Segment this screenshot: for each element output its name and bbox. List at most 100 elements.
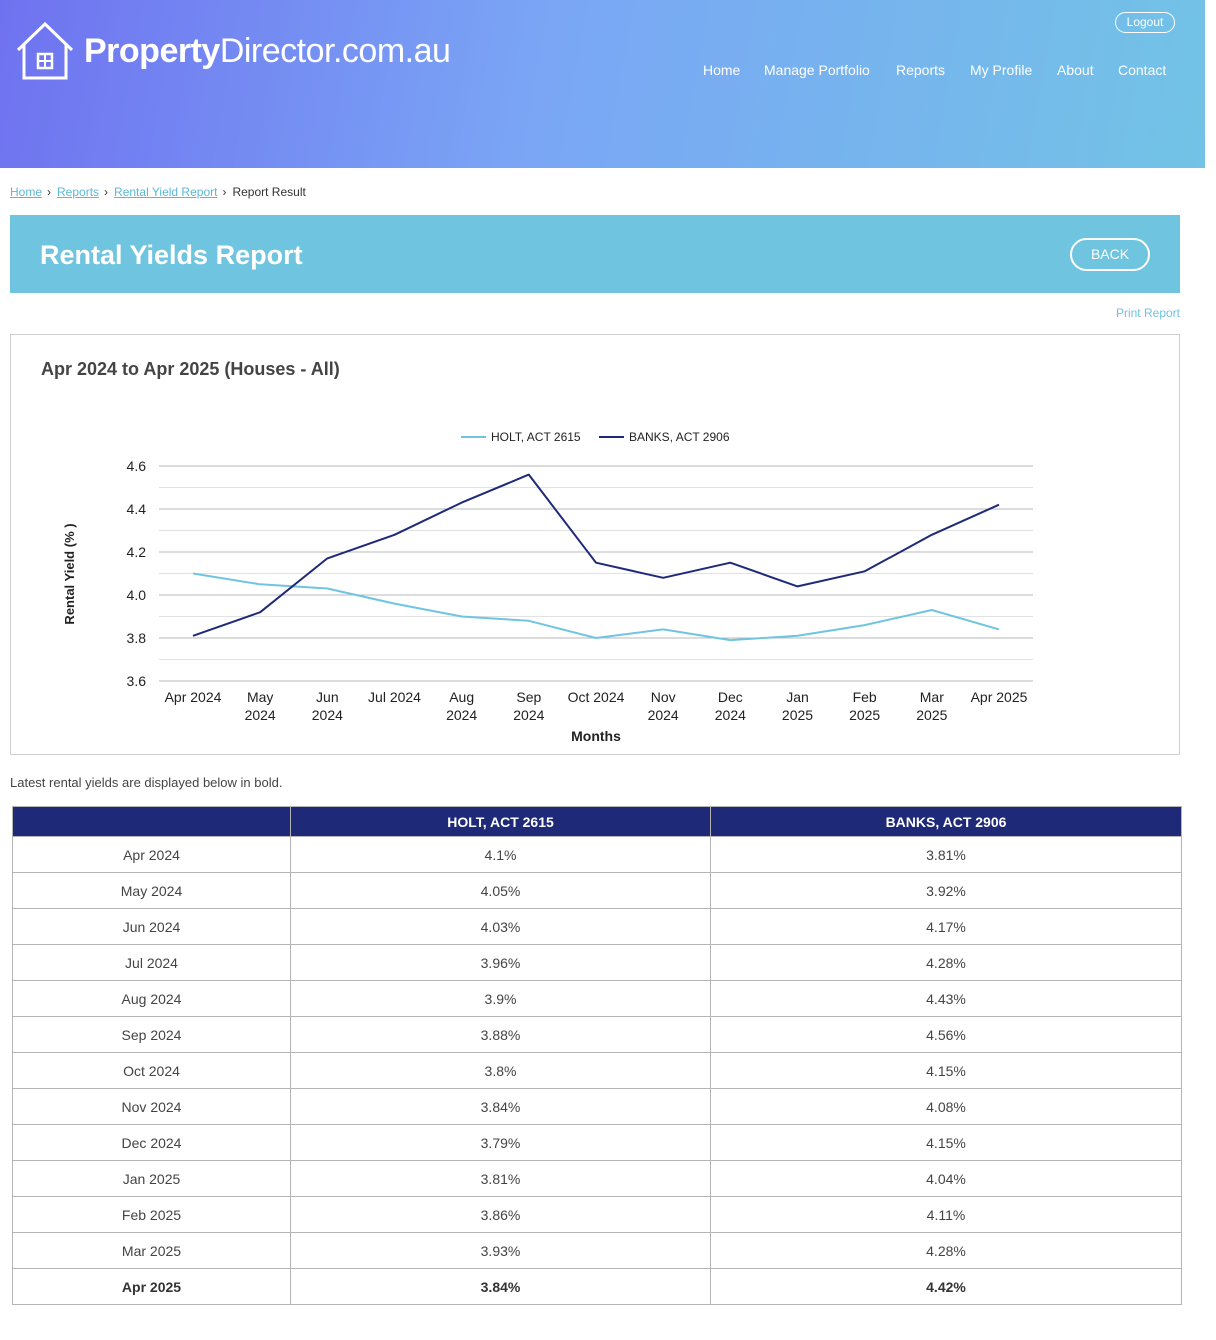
table-cell-month: Jan 2025 (12, 1160, 291, 1197)
table-row: Feb 2025 3.86% 4.11% (12, 1196, 1182, 1233)
site-header: PropertyDirector.com.au Logout Home Mana… (0, 0, 1205, 168)
chevron-right-icon: › (47, 185, 52, 199)
brand-name: PropertyDirector.com.au (84, 31, 451, 71)
table-cell-holt: 4.1% (290, 836, 711, 873)
rental-yield-chart: 3.6 3.8 4.0 4.2 4.4 4.6 Apr 2024 May 2024 Jun 2024… (62, 430, 1033, 744)
breadcrumb: Home › Reports › Rental Yield Report › R… (10, 185, 306, 199)
table-cell-banks: 4.08% (710, 1088, 1182, 1125)
table-cell-holt: 4.05% (290, 872, 711, 909)
table-cell-month: Aug 2024 (12, 980, 291, 1017)
table-cell-banks: 4.28% (710, 1232, 1182, 1269)
table-cell-banks: 4.17% (710, 908, 1182, 945)
table-row: Jan 2025 3.81% 4.04% (12, 1160, 1182, 1197)
table-cell-holt: 3.86% (290, 1196, 711, 1233)
y-tick-label: 3.8 (127, 630, 147, 646)
table-cell-holt: 3.79% (290, 1124, 711, 1161)
table-row: Jul 2024 3.96% 4.28% (12, 944, 1182, 981)
table-cell-month: May 2024 (12, 872, 291, 909)
x-tick-label: Sep 2024 (513, 689, 544, 723)
chevron-right-icon: › (104, 185, 109, 199)
y-tick-label: 4.4 (127, 501, 147, 517)
table-header-holt: HOLT, ACT 2615 (290, 806, 711, 837)
table-cell-month: Dec 2024 (12, 1124, 291, 1161)
nav-home[interactable]: Home (703, 62, 741, 78)
y-axis-title: Rental Yield (% ) (62, 523, 77, 624)
table-cell-month: Feb 2025 (12, 1196, 291, 1233)
table-row: Sep 2024 3.88% 4.56% (12, 1016, 1182, 1053)
nav-manage-portfolio[interactable]: Manage Portfolio (764, 62, 870, 78)
table-row: Apr 2025 3.84% 4.42% (12, 1268, 1182, 1305)
table-cell-banks: 3.92% (710, 872, 1182, 909)
table-cell-month: Apr 2024 (12, 836, 291, 873)
table-cell-banks: 4.28% (710, 944, 1182, 981)
legend-label: HOLT, ACT 2615 (491, 430, 581, 444)
table-row: Oct 2024 3.8% 4.15% (12, 1052, 1182, 1089)
brand-name-rest: Director.com.au (219, 31, 451, 70)
x-tick-label: Apr 2025 (971, 689, 1028, 705)
table-cell-banks: 4.56% (710, 1016, 1182, 1053)
x-tick-label: Aug 2024 (446, 689, 477, 723)
table-cell-month: Jul 2024 (12, 944, 291, 981)
table-cell-banks: 4.15% (710, 1124, 1182, 1161)
table-cell-month: Jun 2024 (12, 908, 291, 945)
table-cell-month: Mar 2025 (12, 1232, 291, 1269)
x-tick-label: Mar 2025 (916, 689, 947, 723)
table-cell-holt: 3.88% (290, 1016, 711, 1053)
x-axis-title: Months (571, 728, 621, 744)
y-tick-label: 3.6 (127, 673, 147, 689)
table-cell-banks: 4.04% (710, 1160, 1182, 1197)
breadcrumb-home[interactable]: Home (10, 185, 43, 199)
nav-contact[interactable]: Contact (1118, 62, 1167, 78)
x-tick-label: Apr 2024 (165, 689, 222, 705)
y-tick-label: 4.6 (127, 458, 147, 474)
table-cell-holt: 3.84% (290, 1088, 711, 1125)
rental-yields-table: HOLT, ACT 2615 BANKS, ACT 2906 Apr 2024 4… (12, 806, 1182, 1305)
table-cell-holt: 3.81% (290, 1160, 711, 1197)
table-row: Jun 2024 4.03% 4.17% (12, 908, 1182, 945)
report-title-bar: Rental Yields Report BACK (10, 215, 1180, 293)
table-cell-holt: 3.96% (290, 944, 711, 981)
chevron-right-icon: › (222, 185, 227, 199)
nav-about[interactable]: About (1057, 62, 1094, 78)
x-tick-label: May 2024 (245, 689, 276, 723)
table-note: Latest rental yields are displayed below… (10, 775, 283, 790)
main-nav: Home Manage Portfolio Reports My Profile… (0, 62, 1205, 82)
breadcrumb-rental-yield-report[interactable]: Rental Yield Report (114, 185, 218, 199)
table-cell-holt: 3.8% (290, 1052, 711, 1089)
table-row: Dec 2024 3.79% 4.15% (12, 1124, 1182, 1161)
table-row: Mar 2025 3.93% 4.28% (12, 1232, 1182, 1269)
table-row: May 2024 4.05% 3.92% (12, 872, 1182, 909)
table-cell-holt: 3.84% (290, 1268, 711, 1305)
back-button[interactable]: BACK (1070, 238, 1150, 271)
x-tick-label: Dec 2024 (715, 689, 746, 723)
chart-heading: Apr 2024 to Apr 2025 (Houses - All) (41, 359, 340, 379)
table-cell-banks: 4.11% (710, 1196, 1182, 1233)
table-cell-holt: 4.03% (290, 908, 711, 945)
nav-reports[interactable]: Reports (896, 62, 946, 78)
logout-button[interactable]: Logout (1115, 12, 1175, 33)
table-cell-banks: 3.81% (710, 836, 1182, 873)
table-row: Aug 2024 3.9% 4.43% (12, 980, 1182, 1017)
table-header-month (12, 806, 291, 837)
table-cell-banks: 4.15% (710, 1052, 1182, 1089)
page-title: Rental Yields Report (40, 240, 303, 270)
nav-my-profile[interactable]: My Profile (970, 62, 1033, 78)
x-tick-label: Jan 2025 (782, 689, 813, 723)
table-cell-month: Sep 2024 (12, 1016, 291, 1053)
table-cell-holt: 3.9% (290, 980, 711, 1017)
table-cell-month: Nov 2024 (12, 1088, 291, 1125)
table-cell-holt: 3.93% (290, 1232, 711, 1269)
chart-panel: Apr 2024 to Apr 2025 (Houses - All) 3.6 3… (10, 334, 1180, 755)
site-logo[interactable]: PropertyDirector.com.au (14, 20, 451, 82)
table-header-row: HOLT, ACT 2615 BANKS, ACT 2906 (12, 806, 1182, 837)
table-cell-month: Oct 2024 (12, 1052, 291, 1089)
x-tick-label: Nov 2024 (648, 689, 679, 723)
table-cell-banks: 4.43% (710, 980, 1182, 1017)
x-tick-label: Oct 2024 (568, 689, 625, 705)
brand-name-bold: Property (84, 31, 220, 70)
series-line-banks (192, 473, 1000, 637)
table-cell-month: Apr 2025 (12, 1268, 291, 1305)
x-tick-label: Jun 2024 (312, 689, 343, 723)
print-report-link[interactable]: Print Report (1115, 306, 1180, 320)
breadcrumb-reports[interactable]: Reports (57, 185, 100, 199)
